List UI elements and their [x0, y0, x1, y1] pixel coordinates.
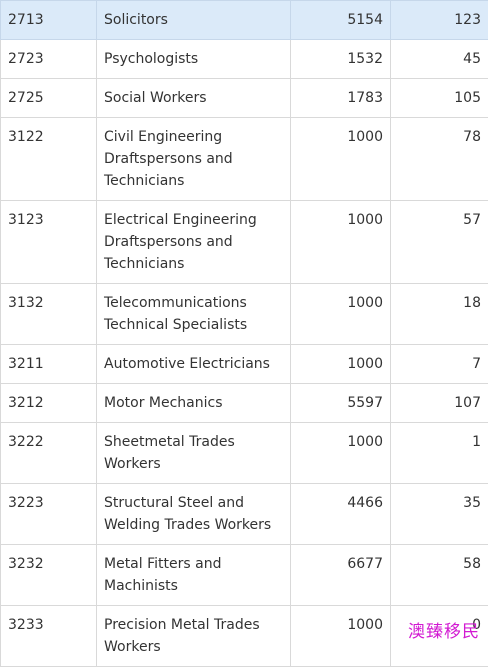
- value-cell: 1000: [291, 606, 391, 667]
- occupation-code-cell: 2725: [1, 79, 97, 118]
- occupation-code-cell: 3223: [1, 484, 97, 545]
- value-cell: 4466: [291, 484, 391, 545]
- occupation-name-cell: Electrical Engineering Draftspersons and…: [97, 201, 291, 284]
- occupation-name-cell: Psychologists: [97, 40, 291, 79]
- occupation-code-cell: 3122: [1, 118, 97, 201]
- value-cell: 5154: [291, 1, 391, 40]
- value-cell: 1532: [291, 40, 391, 79]
- occupation-name-cell: Solicitors: [97, 1, 291, 40]
- occupation-name-cell: Sheetmetal Trades Workers: [97, 423, 291, 484]
- value-cell: 1000: [291, 118, 391, 201]
- count-cell: 58: [391, 545, 488, 606]
- count-cell: 57: [391, 201, 488, 284]
- occupation-code-cell: 2713: [1, 1, 97, 40]
- occupation-name-cell: Metal Fitters and Machinists: [97, 545, 291, 606]
- value-cell: 1000: [291, 201, 391, 284]
- occupation-code-cell: 3222: [1, 423, 97, 484]
- table-row[interactable]: 2723 Psychologists 1532 45: [1, 40, 488, 79]
- table-row[interactable]: 2725 Social Workers 1783 105: [1, 79, 488, 118]
- occupation-name-cell: Telecommunications Technical Specialists: [97, 284, 291, 345]
- watermark-text: 澳臻移民: [408, 617, 480, 642]
- value-cell: 1000: [291, 423, 391, 484]
- table-row[interactable]: 3212 Motor Mechanics 5597 107: [1, 384, 488, 423]
- occupation-name-cell: Precision Metal Trades Workers: [97, 606, 291, 667]
- occupation-name-cell: Motor Mechanics: [97, 384, 291, 423]
- occupation-code-cell: 3132: [1, 284, 97, 345]
- table-row[interactable]: 3222 Sheetmetal Trades Workers 1000 1: [1, 423, 488, 484]
- value-cell: 6677: [291, 545, 391, 606]
- count-cell: 1: [391, 423, 488, 484]
- value-cell: 1000: [291, 345, 391, 384]
- value-cell: 5597: [291, 384, 391, 423]
- count-cell: 107: [391, 384, 488, 423]
- occupation-code-cell: 3232: [1, 545, 97, 606]
- table-row[interactable]: 2713 Solicitors 5154 123: [1, 1, 488, 40]
- count-cell: 45: [391, 40, 488, 79]
- occupation-name-cell: Automotive Electricians: [97, 345, 291, 384]
- count-cell: 18: [391, 284, 488, 345]
- count-cell: 78: [391, 118, 488, 201]
- count-cell: 123: [391, 1, 488, 40]
- occupation-name-cell: Social Workers: [97, 79, 291, 118]
- occupation-code-cell: 3123: [1, 201, 97, 284]
- table-row[interactable]: 3211 Automotive Electricians 1000 7: [1, 345, 488, 384]
- table-row[interactable]: 3132 Telecommunications Technical Specia…: [1, 284, 488, 345]
- count-cell: 35: [391, 484, 488, 545]
- value-cell: 1783: [291, 79, 391, 118]
- occupation-code-cell: 3211: [1, 345, 97, 384]
- occupation-name-cell: Civil Engineering Draftspersons and Tech…: [97, 118, 291, 201]
- occupation-code-cell: 2723: [1, 40, 97, 79]
- count-cell: 7: [391, 345, 488, 384]
- table-row[interactable]: 3223 Structural Steel and Welding Trades…: [1, 484, 488, 545]
- table-row[interactable]: 3232 Metal Fitters and Machinists 6677 5…: [1, 545, 488, 606]
- occupation-name-cell: Structural Steel and Welding Trades Work…: [97, 484, 291, 545]
- count-cell: 105: [391, 79, 488, 118]
- value-cell: 1000: [291, 284, 391, 345]
- table-row[interactable]: 3122 Civil Engineering Draftspersons and…: [1, 118, 488, 201]
- table-row[interactable]: 3123 Electrical Engineering Draftsperson…: [1, 201, 488, 284]
- occupation-code-cell: 3233: [1, 606, 97, 667]
- occupation-code-cell: 3212: [1, 384, 97, 423]
